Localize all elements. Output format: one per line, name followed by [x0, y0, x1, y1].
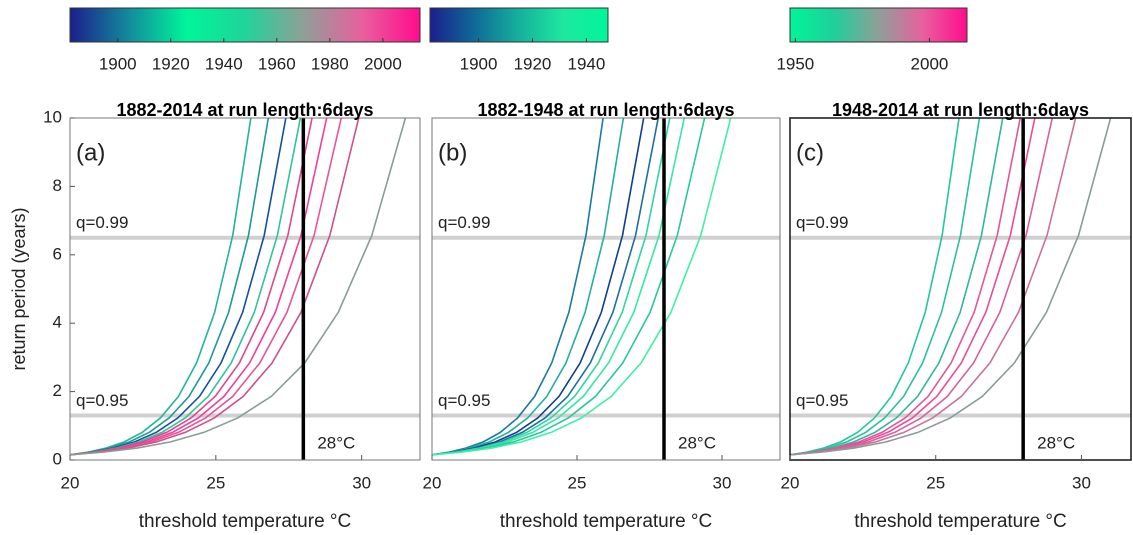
plot-frame — [431, 117, 781, 461]
quantile-label: q=0.99 — [76, 213, 128, 232]
plot-area — [432, 118, 780, 460]
x-axis-label: threshold temperature °C — [139, 511, 351, 532]
plot-frame — [789, 117, 1132, 461]
x-axis-label: threshold temperature °C — [500, 511, 712, 532]
colorbar-tick-label: 1900 — [99, 54, 137, 73]
colorbar — [789, 7, 968, 43]
colorbar-tick-label: 1960 — [258, 54, 296, 73]
panel-label: (a) — [76, 139, 105, 166]
y-tick-label: 0 — [53, 449, 62, 468]
panel-label: (b) — [438, 139, 467, 166]
x-tick-label: 25 — [206, 473, 225, 492]
chart-title: 1882-1948 at run length:6days — [477, 100, 734, 120]
quantile-label: q=0.95 — [438, 391, 490, 410]
chart-title: 1882-2014 at run length:6days — [116, 100, 373, 120]
y-tick-label: 4 — [53, 313, 62, 332]
y-tick-label: 2 — [53, 381, 62, 400]
x-tick-label: 25 — [926, 473, 945, 492]
threshold-label: 28°C — [678, 433, 716, 452]
y-tick-label: 8 — [53, 176, 62, 195]
quantile-label: q=0.95 — [796, 391, 848, 410]
x-tick-label: 20 — [423, 473, 442, 492]
threshold-label: 28°C — [1037, 433, 1075, 452]
colorbar — [429, 7, 609, 43]
x-tick-label: 30 — [1072, 473, 1091, 492]
x-tick-label: 30 — [352, 473, 371, 492]
colorbar-tick-label: 2000 — [364, 54, 402, 73]
y-axis-label: return period (years) — [9, 207, 29, 370]
colorbar-tick-label: 1920 — [152, 54, 190, 73]
x-tick-label: 25 — [568, 473, 587, 492]
colorbar-tick-label: 1940 — [205, 54, 243, 73]
threshold-label: 28°C — [317, 433, 355, 452]
colorbar-tick-label: 1940 — [568, 54, 606, 73]
x-tick-label: 20 — [61, 473, 80, 492]
curve — [70, 118, 360, 456]
curve — [432, 118, 732, 456]
colorbar — [69, 7, 421, 43]
quantile-label: q=0.99 — [796, 213, 848, 232]
x-tick-label: 20 — [781, 473, 800, 492]
colorbar-tick-label: 1900 — [460, 54, 498, 73]
y-tick-label: 6 — [53, 244, 62, 263]
colorbar-tick-label: 1980 — [311, 54, 349, 73]
x-tick-label: 30 — [713, 473, 732, 492]
quantile-label: q=0.95 — [76, 391, 128, 410]
plot-area — [790, 118, 1131, 460]
curve — [790, 118, 1112, 456]
colorbar-tick-label: 1950 — [776, 54, 814, 73]
panel-label: (c) — [796, 139, 824, 166]
x-axis-label: threshold temperature °C — [854, 511, 1066, 532]
y-tick-label: 10 — [43, 107, 62, 126]
quantile-label: q=0.99 — [438, 213, 490, 232]
plot-area — [70, 118, 420, 460]
curve — [70, 118, 407, 456]
colorbar-tick-label: 2000 — [911, 54, 949, 73]
colorbar-tick-label: 1920 — [514, 54, 552, 73]
chart-title: 1948-2014 at run length:6days — [832, 100, 1089, 120]
plot-frame — [69, 117, 421, 461]
